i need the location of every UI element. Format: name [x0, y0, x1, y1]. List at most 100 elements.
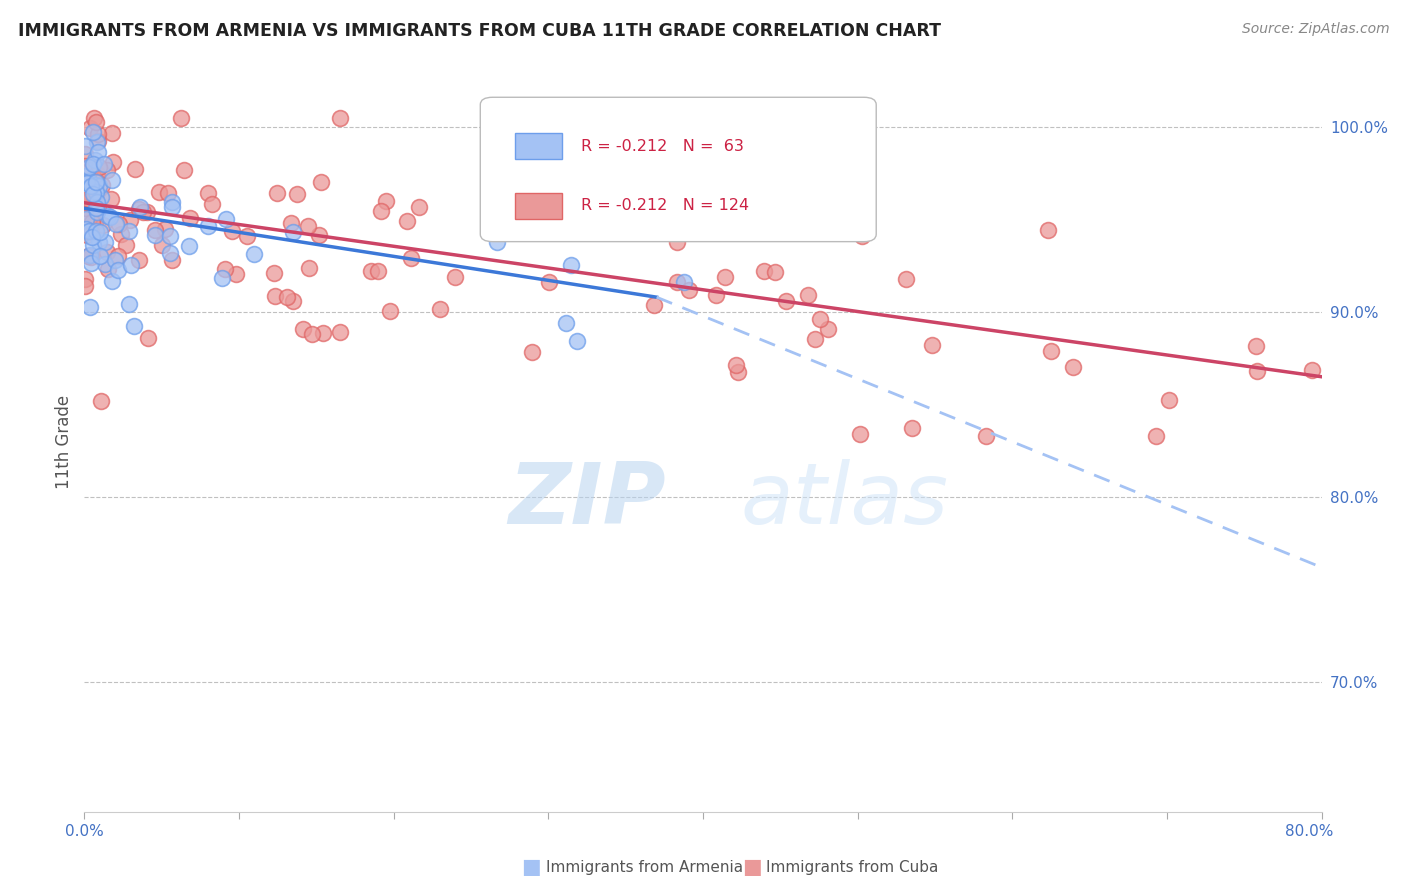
Point [75, 214, 97, 228]
Point [93, 157, 115, 171]
Point [75, 169, 97, 183]
Point [108, 217, 131, 231]
Point [94, 257, 117, 271]
Point [585, 215, 607, 229]
Point [266, 186, 288, 200]
Point [75, 201, 97, 215]
Point [86, 205, 108, 219]
Text: atlas: atlas [740, 459, 948, 542]
Point [96, 163, 118, 178]
Point [291, 322, 314, 336]
Point [79, 225, 101, 239]
Point [281, 294, 304, 309]
Point [75, 223, 97, 237]
Point [79, 300, 101, 314]
Point [84, 114, 107, 128]
Point [79, 248, 101, 262]
Point [76, 228, 98, 243]
Point [75, 159, 97, 173]
Point [82, 187, 104, 202]
Point [77, 174, 100, 188]
Point [86, 136, 108, 150]
Point [727, 365, 749, 379]
Point [84, 201, 107, 215]
Point [148, 185, 170, 199]
Point [565, 334, 588, 348]
Text: ■: ■ [522, 857, 541, 877]
Point [429, 301, 451, 316]
Point [87, 201, 110, 215]
Point [89, 249, 111, 263]
Point [263, 289, 285, 303]
Point [87, 235, 110, 249]
Point [485, 235, 508, 249]
Point [631, 182, 654, 196]
Point [329, 111, 352, 125]
Point [107, 250, 129, 264]
Point [554, 316, 576, 330]
Point [84, 153, 107, 167]
Point [263, 266, 285, 280]
Point [143, 228, 166, 243]
Point [297, 219, 319, 233]
Point [90, 393, 112, 408]
Point [179, 211, 201, 226]
Point [97, 262, 120, 277]
Point [75, 194, 97, 209]
Point [666, 235, 689, 250]
Point [796, 287, 818, 301]
Point [84, 175, 107, 189]
Point [79, 256, 101, 270]
Point [79, 163, 101, 178]
Point [550, 189, 572, 203]
Point [287, 186, 309, 201]
Point [128, 253, 150, 268]
Point [76, 176, 98, 190]
Point [1062, 360, 1084, 375]
Text: R = -0.212   N = 124: R = -0.212 N = 124 [581, 198, 748, 213]
Text: 80.0%: 80.0% [1285, 824, 1333, 838]
Point [1301, 362, 1323, 376]
Point [714, 269, 737, 284]
Point [120, 258, 142, 272]
Point [894, 271, 917, 285]
Point [643, 297, 665, 311]
Point [280, 216, 302, 230]
Point [775, 293, 797, 308]
Point [160, 253, 183, 268]
Point [84, 178, 107, 192]
Text: IMMIGRANTS FROM ARMENIA VS IMMIGRANTS FROM CUBA 11TH GRADE CORRELATION CHART: IMMIGRANTS FROM ARMENIA VS IMMIGRANTS FR… [18, 22, 941, 40]
Point [236, 229, 259, 244]
Point [177, 238, 200, 252]
Point [153, 222, 176, 236]
Point [83, 192, 105, 206]
Point [162, 200, 184, 214]
Point [537, 275, 560, 289]
Point [159, 246, 181, 260]
Point [129, 200, 152, 214]
Point [360, 264, 382, 278]
Point [974, 429, 997, 443]
Point [1144, 429, 1167, 443]
Point [75, 279, 97, 293]
Point [103, 253, 125, 268]
Point [763, 265, 786, 279]
Point [87, 134, 110, 148]
Point [98, 210, 121, 224]
Point [124, 162, 146, 177]
Point [201, 196, 224, 211]
Point [399, 251, 422, 265]
Point [312, 326, 335, 341]
Point [921, 338, 943, 352]
Point [301, 327, 323, 342]
Text: R = -0.212   N =  63: R = -0.212 N = 63 [581, 138, 744, 153]
Point [89, 226, 111, 240]
Point [104, 217, 127, 231]
Point [91, 218, 114, 232]
Point [136, 331, 159, 345]
Point [100, 173, 122, 187]
Point [84, 185, 107, 199]
Point [214, 262, 236, 277]
Point [606, 222, 628, 236]
Point [160, 195, 183, 210]
